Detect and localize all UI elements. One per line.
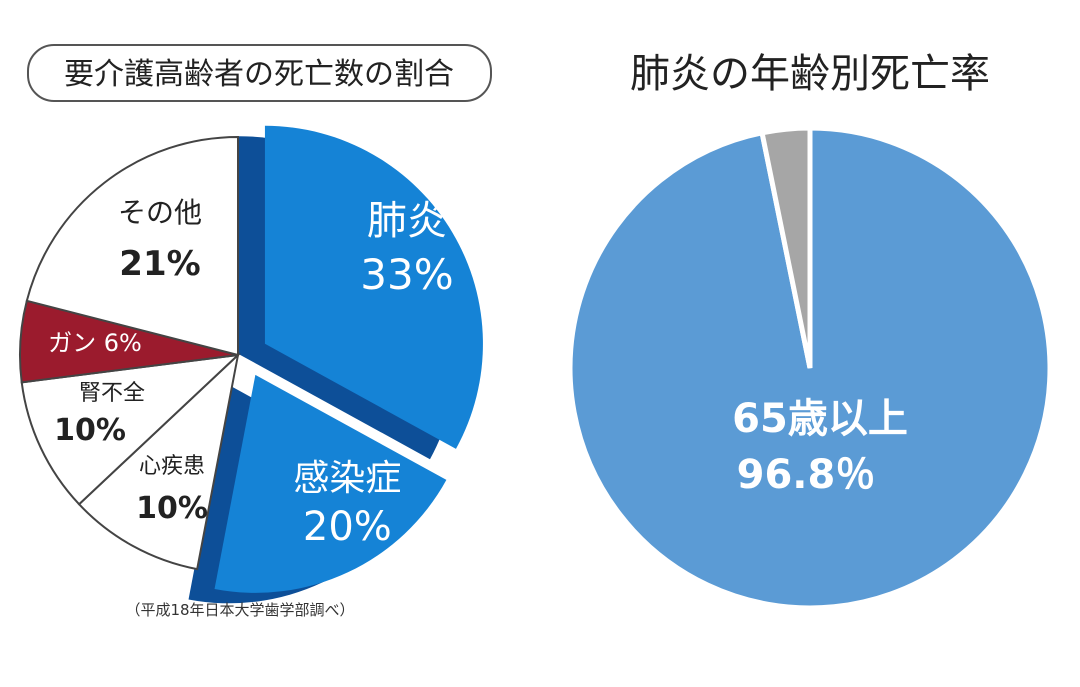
left-chart-title: 要介護高齢者の死亡数の割合 — [64, 57, 454, 92]
left-pie: 肺炎 33% 感染症 20% 心疾患 10% 腎不全 10% ガン 6% その他 21% — [19, 125, 483, 604]
left-pie-slice-face — [214, 374, 447, 593]
left-pie-slice: 腎不全 10% — [20, 353, 241, 506]
right-pie-value-label: 96.8％ — [737, 452, 876, 498]
left-pie-slice: 心疾患 10% — [77, 352, 240, 571]
left-pie-value-label: 10% — [54, 413, 126, 448]
left-pie-label: ガン 6% — [48, 329, 142, 357]
left-pie-slice-face — [20, 353, 241, 506]
left-chart: 要介護高齢者の死亡数の割合 肺炎 33% 感染症 20% 心疾患 10% 腎不全 10% ガン … — [19, 44, 492, 619]
left-chart-source: （平成18年日本大学歯学部調べ） — [125, 601, 354, 619]
left-chart-title-frame — [27, 44, 492, 102]
left-pie-slice: 肺炎 33% — [238, 125, 483, 460]
left-pie-value-label: 21% — [119, 244, 200, 284]
left-pie-label: 感染症 — [293, 458, 401, 499]
left-pie-value-label: 20% — [303, 504, 392, 550]
left-pie-label: 肺炎 — [367, 198, 447, 244]
right-chart-title: 肺炎の年齢別死亡率 — [630, 51, 990, 97]
left-pie-slice: 感染症 20% — [188, 374, 447, 604]
left-pie-slice: ガン 6% — [19, 299, 239, 384]
right-pie-label: 65歳以上 — [732, 396, 908, 442]
left-pie-slice-face — [77, 352, 240, 571]
left-pie-value-label: 33% — [360, 250, 453, 299]
left-pie-slice: その他 21% — [25, 135, 239, 357]
left-pie-value-label: 10% — [136, 491, 208, 526]
left-pie-label: 腎不全 — [79, 381, 145, 406]
right-pie: 65歳以上 96.8％ — [567, 125, 1053, 611]
left-pie-label: 心疾患 — [139, 454, 205, 479]
left-pie-label: その他 — [118, 196, 202, 229]
right-chart: 肺炎の年齢別死亡率 65歳以上 96.8％ — [567, 51, 1053, 611]
left-pie-slice-face — [25, 135, 239, 357]
left-pie-slice-face — [264, 125, 483, 449]
right-pie-slice — [759, 125, 813, 369]
